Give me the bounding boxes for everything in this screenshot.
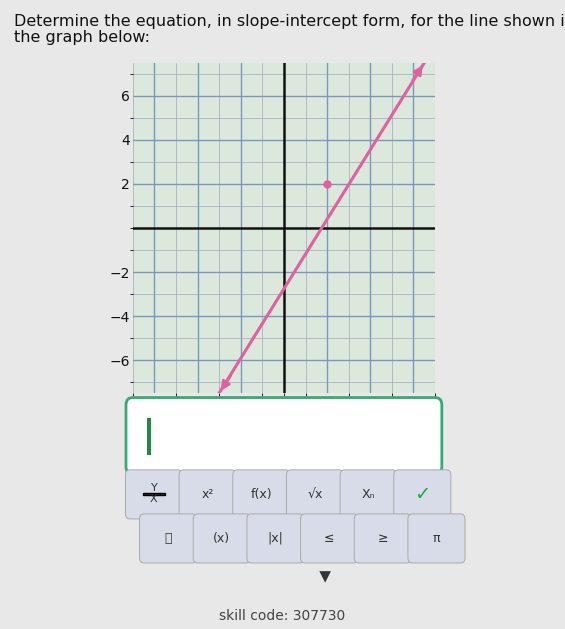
Text: the graph below:: the graph below: [14, 30, 150, 45]
Text: f(x): f(x) [250, 488, 272, 501]
Text: ✓: ✓ [414, 485, 431, 504]
Text: ≥: ≥ [377, 532, 388, 545]
Text: |x|: |x| [267, 532, 284, 545]
Text: ▲: ▲ [319, 568, 331, 583]
Text: (x): (x) [213, 532, 231, 545]
Text: X: X [150, 494, 158, 504]
Text: 🗑: 🗑 [164, 532, 172, 545]
Text: √x: √x [307, 488, 323, 501]
Text: Determine the equation, in slope-intercept form, for the line shown in: Determine the equation, in slope-interce… [14, 14, 565, 29]
Text: x²: x² [202, 488, 214, 501]
Text: π: π [433, 532, 440, 545]
Text: Y: Y [151, 483, 157, 493]
Text: skill code: 307730: skill code: 307730 [219, 609, 346, 623]
Text: ≤: ≤ [324, 532, 334, 545]
Text: Xₙ: Xₙ [362, 488, 376, 501]
